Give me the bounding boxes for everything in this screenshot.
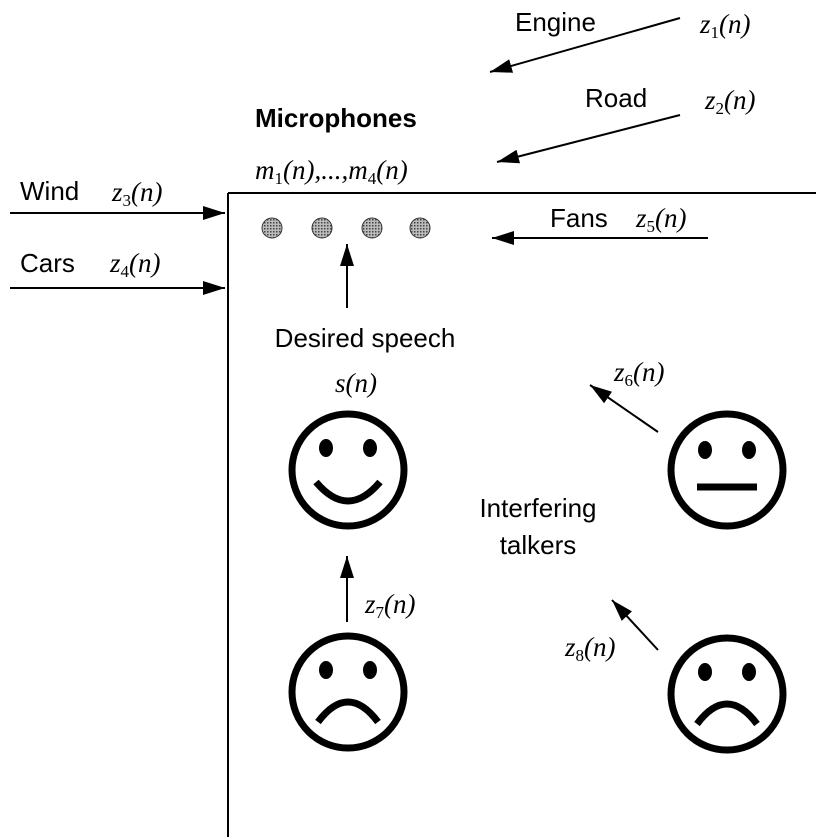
- noise-label: Wind: [20, 176, 79, 206]
- speech-label: Desired speech: [275, 323, 456, 353]
- math-part: (n): [129, 248, 160, 278]
- math-part: s: [335, 368, 346, 398]
- math-part: (n): [719, 9, 750, 39]
- microphone: [361, 217, 383, 239]
- math-part: (n),...,: [283, 155, 348, 185]
- signal-label: z8(n): [564, 632, 616, 665]
- math-part: z: [111, 177, 123, 207]
- math-part: z: [699, 9, 711, 39]
- noise-label: Cars: [20, 248, 75, 278]
- microphone-array: [261, 217, 431, 239]
- signal-label: z4(n): [109, 248, 161, 281]
- math-part: 7: [376, 603, 385, 622]
- smiley-face: [288, 410, 408, 530]
- math-part: (n): [346, 368, 377, 398]
- math-part: z: [364, 589, 376, 619]
- math-part: 5: [647, 217, 656, 236]
- math-part: (n): [655, 203, 686, 233]
- signal-label: z5(n): [635, 203, 687, 236]
- road-arrow: [496, 114, 681, 164]
- math-part: z: [564, 632, 576, 662]
- sad-face: [288, 632, 408, 752]
- math-part: 4: [368, 169, 377, 188]
- signal-label: z1(n): [699, 9, 751, 42]
- math-part: 4: [121, 262, 130, 281]
- sad-face: [667, 634, 787, 754]
- math-part: 1: [275, 169, 284, 188]
- math-part: 1: [711, 23, 720, 42]
- noise-label: Engine: [515, 7, 596, 37]
- math-part: 8: [576, 646, 585, 665]
- math-part: (n): [584, 632, 615, 662]
- math-part: (n): [376, 155, 407, 185]
- math-part: 3: [123, 191, 132, 210]
- math-part: z: [704, 85, 716, 115]
- math-part: 6: [625, 371, 634, 390]
- heading: Microphones: [255, 103, 417, 133]
- math-part: (n): [724, 85, 755, 115]
- talkers-label: talkers: [500, 530, 577, 560]
- engine-arrow: [489, 17, 681, 73]
- noise-label: Road: [585, 83, 647, 113]
- microphone: [311, 217, 333, 239]
- microphone: [409, 217, 431, 239]
- signal-label: z3(n): [111, 177, 163, 210]
- signal-label: m1(n),...,m4(n): [255, 155, 408, 188]
- noise-label: Fans: [550, 203, 608, 233]
- math-part: m: [255, 155, 275, 185]
- signal-label: z6(n): [613, 357, 665, 390]
- talker-arrow: [611, 599, 659, 651]
- math-part: (n): [384, 589, 415, 619]
- talker-arrow: [589, 384, 659, 433]
- microphone: [261, 217, 283, 239]
- math-part: z: [109, 248, 121, 278]
- math-part: m: [348, 155, 368, 185]
- neutral-face: [667, 410, 787, 530]
- math-part: (n): [131, 177, 162, 207]
- signal-label: z7(n): [364, 589, 416, 622]
- math-part: 2: [716, 99, 725, 118]
- signal-label: s(n): [335, 368, 377, 398]
- math-part: z: [635, 203, 647, 233]
- signal-label: z2(n): [704, 85, 756, 118]
- math-part: (n): [633, 357, 664, 387]
- talkers-label: Interfering: [479, 493, 596, 523]
- math-part: z: [613, 357, 625, 387]
